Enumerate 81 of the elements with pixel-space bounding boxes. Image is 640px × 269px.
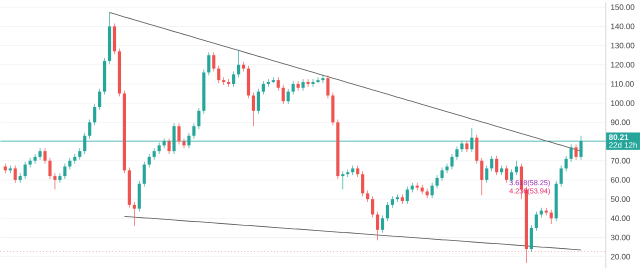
candlestick	[495, 156, 498, 176]
candlestick	[426, 188, 429, 199]
candlestick	[361, 171, 364, 197]
candlestick	[276, 77, 280, 92]
candlestick	[48, 158, 52, 180]
candlestick	[18, 173, 22, 184]
candlestick	[455, 146, 459, 160]
candlestick	[58, 173, 62, 184]
candlestick	[296, 80, 300, 92]
candlestick	[207, 52, 210, 76]
candlestick	[182, 138, 186, 149]
candlestick	[252, 92, 256, 127]
candlestick	[550, 210, 553, 225]
candlestick	[341, 171, 344, 190]
candlestick	[53, 173, 57, 190]
candlestick	[514, 160, 518, 176]
candlestick	[445, 163, 449, 174]
candlestick	[38, 148, 42, 160]
candlestick	[262, 80, 265, 96]
candlestick	[292, 80, 295, 96]
candlestick	[68, 158, 72, 170]
candlestick	[302, 79, 305, 92]
candlestick	[63, 163, 66, 180]
candlestick	[152, 148, 156, 160]
candlestick	[420, 184, 424, 195]
candlestick	[148, 154, 151, 168]
candlestick	[256, 88, 260, 114]
candlestick	[366, 190, 370, 203]
candlestick	[14, 165, 17, 184]
candlestick	[306, 79, 310, 88]
candlestick	[400, 194, 404, 204]
candlestick	[282, 84, 285, 105]
candlestick	[73, 154, 76, 164]
candlestick	[321, 74, 325, 84]
candlestick	[465, 140, 468, 153]
candlestick	[236, 50, 240, 78]
candlestick	[475, 134, 478, 164]
candlestick	[43, 148, 47, 164]
candlestick	[570, 144, 573, 162]
candlestick	[93, 104, 96, 126]
candlestick	[406, 186, 409, 204]
candlestick	[574, 144, 578, 160]
candlestick	[485, 165, 488, 184]
candlestick	[386, 202, 390, 222]
candlestick	[192, 123, 196, 140]
candlestick	[168, 138, 171, 155]
candlestick	[370, 196, 374, 218]
candlestick	[380, 215, 384, 234]
candlestick	[534, 211, 538, 232]
candlestick	[197, 108, 200, 130]
candlestick	[504, 165, 508, 184]
candlestick	[78, 148, 82, 160]
candlestick	[326, 75, 330, 99]
candlestick	[560, 165, 563, 188]
candlestick	[450, 154, 454, 170]
candlestick	[142, 162, 146, 188]
candlestick	[98, 88, 102, 110]
candlestick	[316, 77, 320, 84]
candlestick	[212, 52, 216, 72]
candlestick	[436, 174, 439, 190]
candlestick	[24, 162, 27, 180]
candlestick	[410, 182, 414, 193]
candlestick	[28, 158, 32, 168]
candlestick	[564, 156, 568, 172]
candlestick	[4, 163, 7, 174]
candlestick	[530, 224, 533, 252]
candlestick	[356, 165, 360, 178]
candlestick	[490, 156, 494, 172]
candlestick	[286, 88, 290, 105]
candlestick	[232, 71, 236, 88]
candlestick	[390, 196, 394, 208]
candlestick	[540, 208, 543, 218]
candlestick	[88, 119, 92, 140]
candlestick	[217, 66, 220, 84]
candlestick	[376, 211, 380, 241]
candlestick	[177, 123, 181, 145]
candlestick	[430, 182, 434, 199]
candlestick	[440, 167, 444, 182]
candlestick	[311, 79, 315, 88]
candlestick	[351, 165, 354, 176]
candlestick	[480, 158, 484, 196]
